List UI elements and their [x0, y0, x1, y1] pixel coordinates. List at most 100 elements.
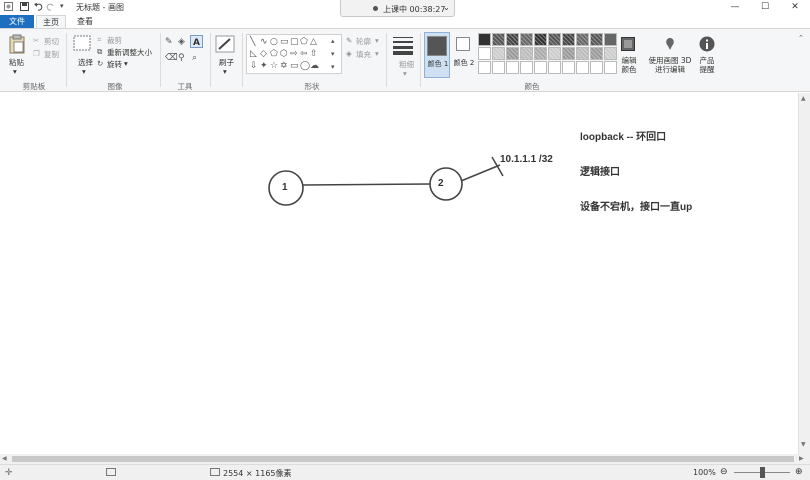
- palette-swatch[interactable]: [534, 47, 547, 60]
- pentagon-shape-icon[interactable]: ⬠: [270, 49, 278, 59]
- callout-shape-icon[interactable]: ▭: [290, 61, 299, 71]
- pencil-icon[interactable]: ✎: [165, 37, 173, 47]
- right-arrow-shape-icon[interactable]: ⇨: [290, 49, 298, 59]
- size-icon[interactable]: [392, 35, 414, 57]
- paint3d-icon[interactable]: [664, 37, 676, 53]
- palette-swatch[interactable]: [576, 33, 589, 46]
- palette-swatch[interactable]: [520, 33, 533, 46]
- text-tool-icon[interactable]: A: [190, 35, 203, 50]
- scroll-left-icon[interactable]: ◀: [2, 455, 7, 462]
- five-point-star-shape-icon[interactable]: ☆: [270, 61, 279, 71]
- palette-swatch[interactable]: [534, 61, 547, 74]
- fill-button[interactable]: 填充: [356, 50, 371, 59]
- eraser-icon[interactable]: ⌫: [165, 53, 178, 63]
- redo-icon[interactable]: [46, 2, 55, 11]
- outline-button[interactable]: 轮廓: [356, 37, 371, 46]
- palette-swatch[interactable]: [604, 33, 617, 46]
- edit-colors-button[interactable]: 编辑颜色: [621, 56, 637, 74]
- curve-shape-icon[interactable]: ∿: [260, 37, 268, 47]
- rotate-button[interactable]: 旋转: [107, 60, 122, 69]
- palette-swatch[interactable]: [590, 61, 603, 74]
- palette-swatch[interactable]: [478, 61, 491, 74]
- shapes-gallery[interactable]: ╲ ∿ ○ ▭ ▢ ⬠ △ ◺ ◇ ⬠ ⬡ ⇨ ⇦ ⇧ ⇩ ✦ ☆ ✡ ▭ ◯ …: [246, 34, 342, 74]
- resize-button[interactable]: 重新调整大小: [107, 48, 152, 57]
- shapes-scroll-up-icon[interactable]: ▴: [331, 37, 335, 45]
- brushes-button[interactable]: 刷子: [219, 58, 234, 67]
- magnifier-icon[interactable]: ⌕: [192, 53, 198, 63]
- down-arrow-shape-icon[interactable]: ⇩: [250, 61, 258, 71]
- four-point-star-shape-icon[interactable]: ✦: [260, 61, 268, 71]
- right-triangle-shape-icon[interactable]: ◺: [250, 49, 257, 59]
- copy-button[interactable]: 复制: [44, 50, 59, 59]
- outline-dropdown-icon[interactable]: ▾: [375, 36, 379, 45]
- zoom-out-icon[interactable]: ⊖: [720, 467, 728, 477]
- paste-button[interactable]: 粘贴: [9, 58, 24, 67]
- select-dropdown-icon[interactable]: ▾: [82, 67, 86, 76]
- rectangle-shape-icon[interactable]: ▭: [280, 37, 289, 47]
- vertical-scrollbar[interactable]: ▲ ▼: [798, 93, 810, 454]
- palette-swatch[interactable]: [548, 47, 561, 60]
- brushes-dropdown-icon[interactable]: ▾: [223, 67, 227, 76]
- tab-view[interactable]: 查看: [77, 17, 93, 26]
- drawing-canvas[interactable]: 1 2 10.1.1.1 /32 loopback -- 环回口 逻辑接口 设备…: [0, 93, 798, 454]
- select-button[interactable]: 选择: [78, 58, 93, 67]
- palette-swatch[interactable]: [478, 33, 491, 46]
- palette-swatch[interactable]: [548, 61, 561, 74]
- palette-swatch[interactable]: [604, 61, 617, 74]
- palette-swatch[interactable]: [534, 33, 547, 46]
- palette-swatch[interactable]: [506, 61, 519, 74]
- crop-button[interactable]: 裁剪: [107, 36, 122, 45]
- hexagon-shape-icon[interactable]: ⬡: [280, 49, 288, 59]
- save-icon[interactable]: [20, 2, 29, 11]
- palette-swatch[interactable]: [520, 47, 533, 60]
- fill-dropdown-icon[interactable]: ▾: [375, 49, 379, 58]
- info-icon[interactable]: [699, 36, 715, 54]
- line-shape-icon[interactable]: ╲: [250, 37, 256, 47]
- recording-indicator[interactable]: 上课中 00:38:27 ⌄: [340, 0, 455, 17]
- scroll-up-icon[interactable]: ▲: [801, 95, 806, 102]
- palette-swatch[interactable]: [506, 33, 519, 46]
- tab-file[interactable]: 文件: [0, 15, 34, 28]
- paste-icon[interactable]: [9, 34, 25, 56]
- scroll-down-icon[interactable]: ▼: [801, 441, 806, 448]
- shapes-scroll-down-icon[interactable]: ▾: [331, 50, 335, 58]
- collapse-ribbon-icon[interactable]: ⌃: [798, 34, 804, 42]
- product-alert-button[interactable]: 产品提醒: [699, 56, 715, 74]
- palette-swatch[interactable]: [548, 33, 561, 46]
- fill-bucket-icon[interactable]: ◈: [178, 37, 185, 47]
- palette-swatch[interactable]: [562, 47, 575, 60]
- color1-selector[interactable]: 颜色 1: [424, 32, 450, 78]
- shapes-expand-icon[interactable]: ▾: [331, 63, 335, 71]
- polygon-shape-icon[interactable]: ⬠: [300, 37, 308, 47]
- palette-swatch[interactable]: [492, 47, 505, 60]
- cloud-callout-shape-icon[interactable]: ☁: [310, 61, 319, 71]
- brush-icon[interactable]: [215, 35, 235, 55]
- palette-swatch[interactable]: [590, 33, 603, 46]
- edit-colors-icon[interactable]: [621, 37, 635, 53]
- palette-swatch[interactable]: [562, 61, 575, 74]
- cut-button[interactable]: 剪切: [44, 37, 59, 46]
- diamond-shape-icon[interactable]: ◇: [260, 49, 267, 59]
- oval-shape-icon[interactable]: ○: [270, 37, 278, 47]
- palette-swatch[interactable]: [590, 47, 603, 60]
- six-point-star-shape-icon[interactable]: ✡: [280, 61, 288, 71]
- palette-swatch[interactable]: [478, 47, 491, 60]
- horizontal-scrollbar[interactable]: ◀ ▶: [0, 454, 810, 464]
- color-picker-icon[interactable]: ⚲: [178, 53, 185, 63]
- paste-dropdown-icon[interactable]: ▾: [13, 67, 17, 76]
- palette-swatch[interactable]: [492, 33, 505, 46]
- paint3d-button[interactable]: 使用画图 3D 进行编辑: [648, 56, 692, 74]
- horizontal-scroll-thumb[interactable]: [12, 456, 794, 462]
- rounded-rectangle-shape-icon[interactable]: ▢: [290, 37, 299, 47]
- size-button[interactable]: 粗细: [399, 60, 414, 69]
- palette-swatch[interactable]: [576, 61, 589, 74]
- left-arrow-shape-icon[interactable]: ⇦: [300, 49, 308, 59]
- zoom-in-icon[interactable]: ⊕: [795, 467, 803, 477]
- triangle-shape-icon[interactable]: △: [310, 37, 317, 47]
- select-rectangle-icon[interactable]: [73, 35, 91, 53]
- minimize-button[interactable]: —: [730, 2, 740, 12]
- palette-swatch[interactable]: [506, 47, 519, 60]
- rotate-dropdown-icon[interactable]: ▾: [124, 59, 128, 68]
- color2-swatch[interactable]: [456, 37, 470, 51]
- customize-toolbar-icon[interactable]: ▾: [60, 2, 64, 10]
